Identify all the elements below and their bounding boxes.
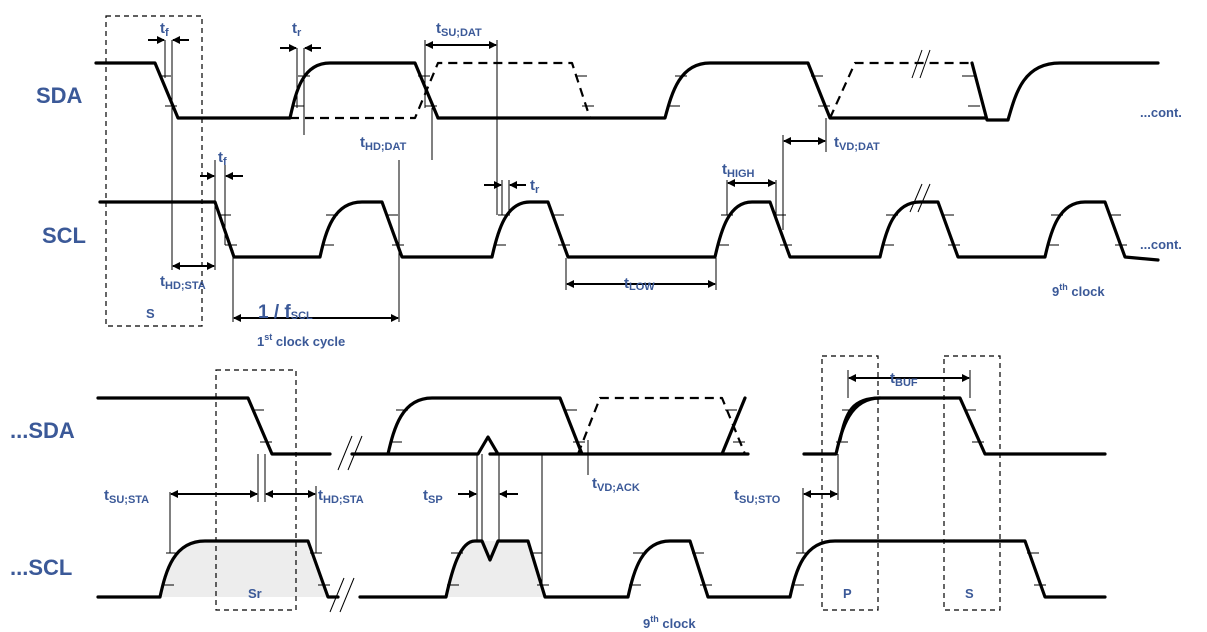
- svg-text:tHD;STA: tHD;STA: [318, 487, 364, 506]
- edge-ticks-top: [159, 75, 1127, 246]
- thigh-label: tHIGH: [722, 161, 755, 180]
- tr-label-1: tr: [292, 20, 302, 39]
- reference-lines-top: [164, 40, 827, 322]
- ninth-clock-label-top: 9th clock: [1052, 282, 1105, 299]
- sda-label: SDA: [36, 83, 83, 108]
- clock-period-label: 1 / fSCL: [258, 302, 313, 323]
- svg-text:tSP: tSP: [423, 487, 443, 506]
- ninth-clock-label-bottom: 9th clock: [643, 614, 696, 631]
- tf-label-2: tf: [218, 149, 227, 168]
- tbuf-label: tBUF: [890, 370, 918, 389]
- scl-high-shade-1: [162, 541, 328, 597]
- sda-cont-break: [337, 435, 363, 471]
- svg-text:tBUF: tBUF: [890, 370, 918, 389]
- timing-arrows-bottom: [170, 374, 970, 498]
- repeated-start-label: Sr: [248, 586, 262, 601]
- scl-cont-break: [329, 577, 355, 613]
- thd-sta-label-2: tHD;STA: [318, 487, 364, 506]
- svg-text:tSU;STO: tSU;STO: [734, 487, 781, 506]
- tlow-label: tLOW: [624, 275, 655, 293]
- scl-cont-label: ...cont.: [1140, 237, 1182, 252]
- timing-arrows-top: [148, 36, 826, 322]
- svg-text:1 / fSCL: 1 / fSCL: [258, 302, 313, 323]
- svg-text:1st clock cycle: 1st clock cycle: [257, 332, 345, 349]
- first-clock-cycle-label: 1st clock cycle: [257, 332, 345, 349]
- svg-text:tr: tr: [292, 20, 302, 39]
- svg-text:tHD;STA: tHD;STA: [160, 273, 206, 292]
- svg-text:tHIGH: tHIGH: [722, 161, 755, 180]
- svg-text:9th clock: 9th clock: [643, 614, 696, 631]
- scl-high-shade-2: [446, 541, 545, 597]
- scl-waveform: [98, 200, 1160, 262]
- scl-cont-signal-label: ...SCL: [10, 555, 72, 580]
- start-condition-label: S: [146, 306, 155, 321]
- sda-cont-signal-label: ...SDA: [10, 418, 75, 443]
- svg-text:tf: tf: [218, 149, 227, 168]
- sda-cont-waveform: [96, 396, 1107, 456]
- sda-cont-alt-waveform: [576, 396, 747, 455]
- tsu-sta-label: tSU;STA: [104, 487, 149, 506]
- sda-waveform: [94, 61, 1160, 122]
- tvd-ack-label: tVD;ACK: [592, 475, 640, 494]
- tsu-sto-label: tSU;STO: [734, 487, 781, 506]
- tvd-dat-label: tVD;DAT: [834, 134, 880, 153]
- tsu-dat-label: tSU;DAT: [436, 20, 482, 39]
- svg-text:tVD;DAT: tVD;DAT: [834, 134, 880, 153]
- svg-text:9th clock: 9th clock: [1052, 282, 1105, 299]
- scl-break-mark: [909, 183, 931, 213]
- stop-condition-label: P: [843, 586, 852, 601]
- start-condition-box-2: [943, 355, 1001, 611]
- svg-text:tLOW: tLOW: [624, 275, 655, 293]
- sda-cont-rise: [802, 396, 882, 456]
- sda-alt-waveform: [290, 61, 972, 120]
- scl-label: SCL: [42, 223, 86, 248]
- start-condition-label-2: S: [965, 586, 974, 601]
- svg-text:tVD;ACK: tVD;ACK: [592, 475, 640, 494]
- start-condition-box: [105, 15, 203, 327]
- svg-text:tHD;DAT: tHD;DAT: [360, 134, 407, 153]
- thd-sta-label-1: tHD;STA: [160, 273, 206, 292]
- sda-cont-label: ...cont.: [1140, 105, 1182, 120]
- stop-condition-box: [821, 355, 879, 611]
- svg-text:tSU;STA: tSU;STA: [104, 487, 149, 506]
- svg-text:tSU;DAT: tSU;DAT: [436, 20, 482, 39]
- edge-ticks-bottom: [162, 409, 1046, 586]
- reference-lines-bottom: [169, 370, 971, 585]
- svg-text:tr: tr: [530, 177, 540, 196]
- thd-dat-label: tHD;DAT: [360, 134, 407, 153]
- tsp-label: tSP: [423, 487, 443, 506]
- svg-text:tf: tf: [160, 20, 169, 39]
- tr-label-2: tr: [530, 177, 540, 196]
- sda-break-mark: [911, 49, 931, 79]
- tf-label-1: tf: [160, 20, 169, 39]
